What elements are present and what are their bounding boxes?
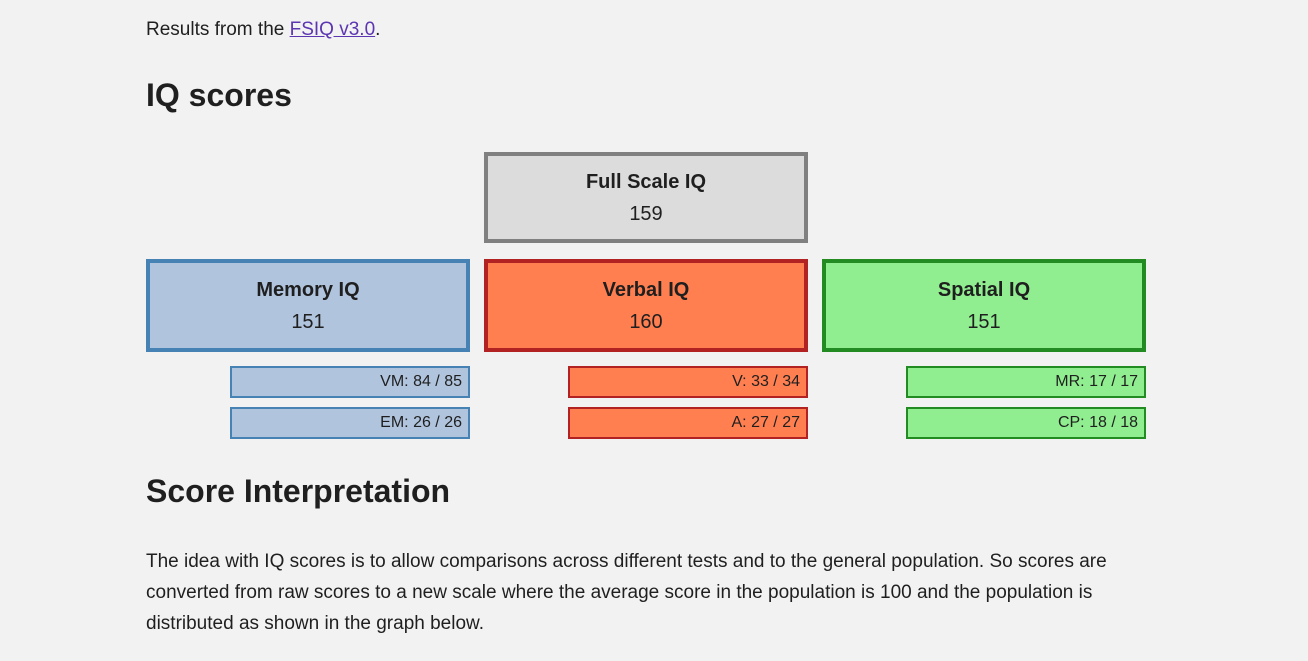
spatial-iq-label: Spatial IQ (937, 278, 1031, 301)
memory-iq-box: Memory IQ 151 (146, 259, 470, 352)
spatial-subtests: MR: 17 / 17 CP: 18 / 18 (822, 366, 1146, 439)
memory-iq-label: Memory IQ (256, 278, 360, 301)
interpretation-paragraph: The idea with IQ scores is to allow comp… (146, 551, 1107, 634)
page-content: Results from the FSIQ v3.0. IQ scores Fu… (146, 0, 1146, 639)
fsiq-link[interactable]: FSIQ v3.0 (289, 19, 376, 40)
memory-subtests: VM: 84 / 85 EM: 26 / 26 (146, 366, 470, 439)
category-boxes-row: Memory IQ 151 Verbal IQ 160 Spatial IQ 1… (146, 259, 1146, 352)
iq-scores-heading: IQ scores (146, 77, 292, 113)
verbal-subtests: V: 33 / 34 A: 27 / 27 (484, 366, 808, 439)
subtest-bar-mr: MR: 17 / 17 (906, 366, 1146, 398)
memory-iq-value: 151 (291, 310, 325, 333)
full-scale-iq-box: Full Scale IQ 159 (484, 152, 808, 243)
verbal-iq-label: Verbal IQ (602, 278, 690, 301)
intro-suffix: . (375, 19, 381, 40)
full-scale-iq-label: Full Scale IQ (585, 170, 707, 193)
spatial-iq-box: Spatial IQ 151 (822, 259, 1146, 352)
intro-text: Results from the FSIQ v3.0. (146, 0, 1146, 43)
subtest-bar-cp: CP: 18 / 18 (906, 407, 1146, 439)
intro-prefix: Results from the (146, 19, 290, 40)
spatial-iq-value: 151 (967, 310, 1001, 333)
subtest-bars-row: VM: 84 / 85 EM: 26 / 26 V: 33 / 34 A: 27… (146, 366, 1146, 439)
full-scale-iq-value: 159 (629, 202, 663, 225)
subtest-bar-em: EM: 26 / 26 (230, 407, 470, 439)
subtest-bar-a: A: 27 / 27 (568, 407, 808, 439)
subtest-bar-v: V: 33 / 34 (568, 366, 808, 398)
score-interpretation-heading: Score Interpretation (146, 473, 451, 509)
full-scale-row: Full Scale IQ 159 (146, 152, 1146, 243)
verbal-iq-value: 160 (629, 310, 663, 333)
verbal-iq-box: Verbal IQ 160 (484, 259, 808, 352)
subtest-bar-vm: VM: 84 / 85 (230, 366, 470, 398)
